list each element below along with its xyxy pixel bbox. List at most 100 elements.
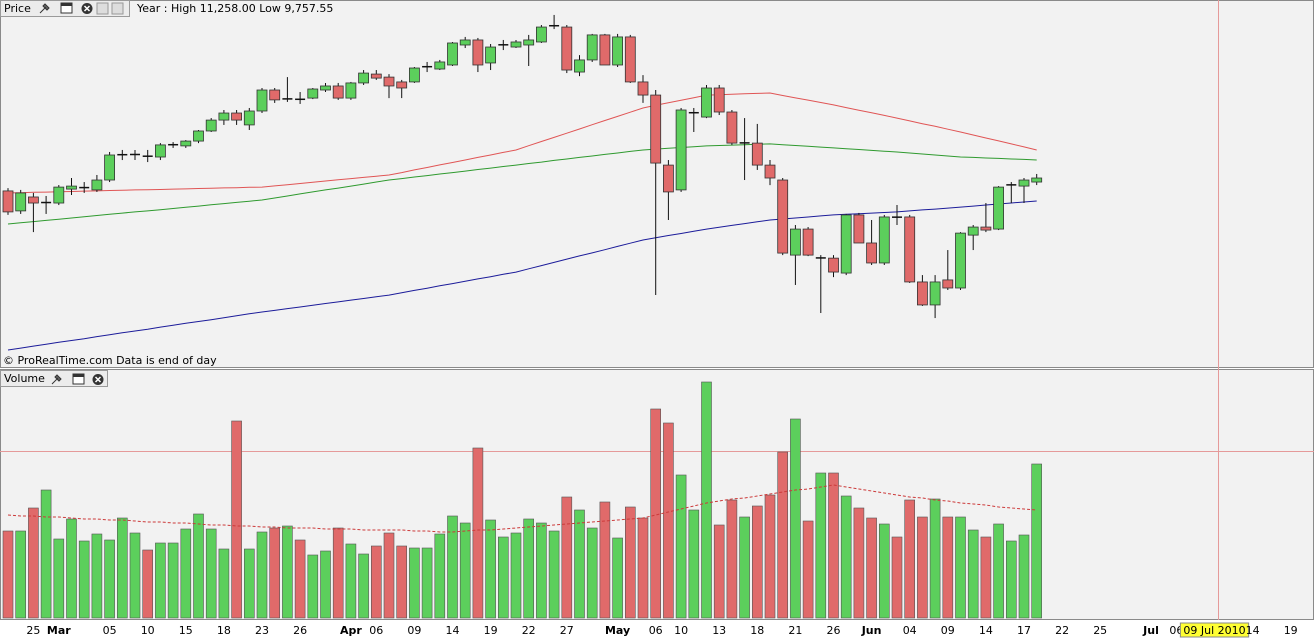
candle-body [41,201,52,204]
candle-body [904,216,916,283]
volume-bar [421,547,433,619]
volume-bar [1005,540,1017,619]
candle-body [472,39,484,66]
up-icon[interactable] [96,2,109,15]
volume-bar [764,494,776,619]
volume-bar [244,548,255,619]
candle-body [688,111,699,114]
x-tick-label: 18 [750,624,764,637]
moving-average [7,200,1037,351]
volume-bar [942,516,954,619]
candle-body [701,87,712,118]
volume-bar [1031,463,1042,619]
volume-bar [548,530,560,619]
cursor-date-label: 09 Jul 2010 [1183,624,1245,637]
candle-body [320,85,331,91]
candle-body [624,36,636,83]
volume-bar [497,536,509,619]
x-tick-label: 05 [103,624,117,637]
cursor-date-box [1179,622,1250,638]
volume-bar [561,496,573,619]
volume-bar [193,513,204,619]
candle-body [53,186,65,204]
candle-body [739,142,750,144]
candle-body [447,42,458,66]
candle-body [549,24,560,27]
volume-bar [40,489,52,619]
candle-body [815,257,826,259]
candle-body [878,216,890,264]
candle-body [777,179,789,254]
volume-bar [472,447,484,619]
candle-body [256,89,268,112]
x-tick-label: 22 [522,624,536,637]
candle-body [1031,177,1043,183]
candle-body [663,164,674,193]
candle-body [243,110,255,126]
settings-icon[interactable] [39,3,50,14]
close-icon-x [94,376,102,383]
volume-bar [980,536,992,619]
volume-bar [370,545,382,619]
candle-body [104,154,115,181]
volume-bar [459,522,471,619]
moving-average [7,92,1037,194]
volume-bar [155,542,166,619]
x-tick-label: 27 [560,624,574,637]
volume-bar [624,506,636,619]
moving-average [7,143,1037,225]
candle-body [27,196,39,204]
x-tick-label: 19 [1284,624,1298,637]
price-tools[interactable] [39,2,124,15]
volume-bar [1018,534,1030,619]
x-tick-label: 26 [293,624,307,637]
candle-body [91,179,103,191]
candle-body [485,46,497,64]
candle-body [282,98,293,100]
candle-body [675,109,687,191]
candle-body [66,185,77,190]
close-icon-x [83,5,91,12]
volume-bar [929,498,941,619]
settings-icon[interactable] [51,374,62,385]
candle-body [955,232,966,289]
volume-average [7,484,1037,533]
volume-bar [396,545,408,619]
volume-bar [701,381,712,619]
x-tick-label: 14 [1246,624,1260,637]
volume-tools[interactable] [51,373,104,385]
candle-body [523,39,535,46]
volume-bar [332,527,344,619]
down-icon[interactable] [111,2,124,15]
x-tick-label: 14 [979,624,993,637]
x-tick-label: 13 [712,624,726,637]
x-tick-label: Jul [1142,624,1159,637]
volume-bar [536,522,547,619]
candle-body [130,153,140,156]
volume-bar [2,530,14,619]
candle-body [853,214,865,244]
candle-body [764,164,776,179]
volume-bar [510,532,522,619]
volume-bar [358,553,369,619]
window-icon-bar [73,374,84,377]
price-subtitle: Year : High 11,258.00 Low 9,757.55 [136,2,333,15]
volume-bar [891,536,903,619]
candle-body [193,130,204,142]
x-tick-label: 14 [446,624,460,637]
candle-body [650,94,662,164]
candle-body [231,112,243,121]
volume-bar [269,527,281,619]
x-tick-label: 22 [1055,624,1069,637]
volume-bar [231,420,242,619]
x-tick-label: May [605,624,630,637]
candle-body [205,119,217,132]
volume-bar [167,542,179,619]
x-tick-label: 09 [407,624,421,637]
volume-bar [637,517,649,619]
volume-bar [53,538,65,619]
candle-body [790,228,801,256]
candle-body [866,242,877,264]
volume-bar [129,532,141,619]
